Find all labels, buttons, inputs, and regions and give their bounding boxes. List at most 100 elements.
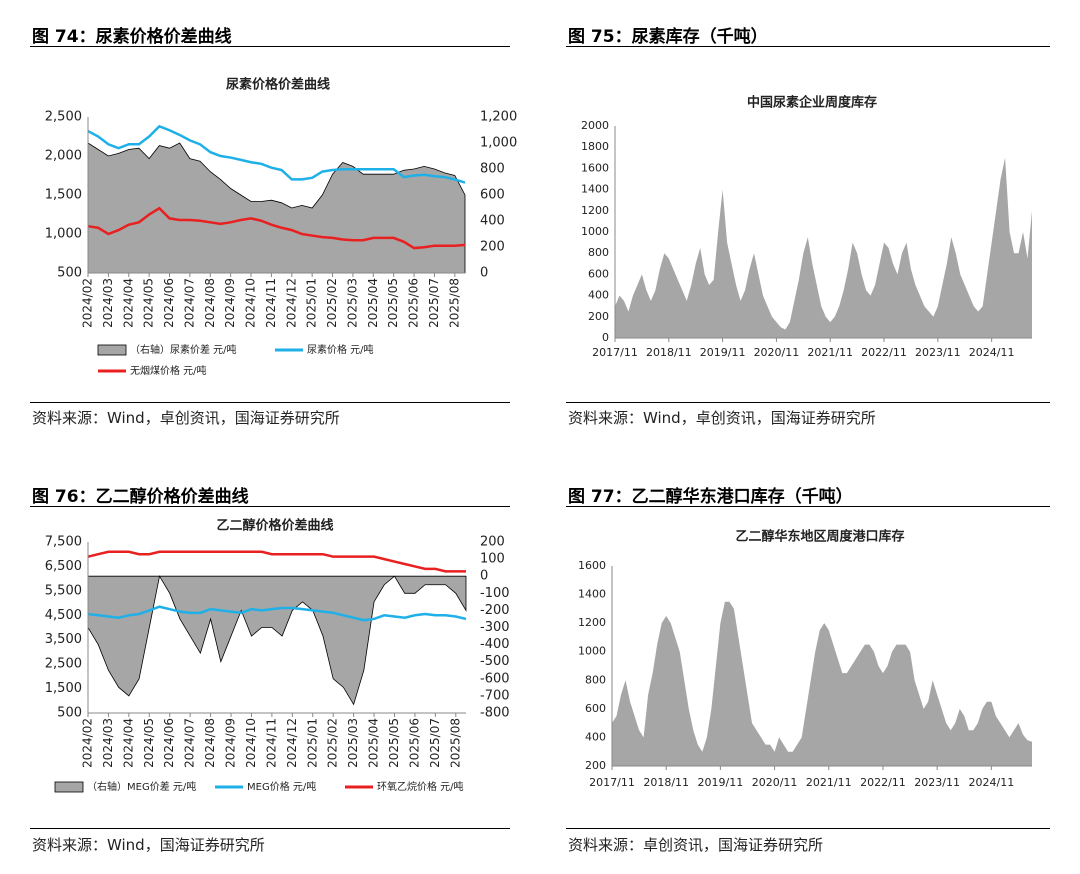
y-tick-label: 1200	[581, 204, 609, 217]
y-tick-label: 500	[57, 706, 82, 721]
figure-caption: 图 74：尿素价格价差曲线	[32, 27, 232, 47]
rule	[30, 46, 510, 47]
x-tick-label: 2024/09	[223, 278, 237, 328]
x-tick-label: 2023/11	[915, 346, 961, 359]
x-tick-label: 2024/02	[81, 718, 95, 768]
y-tick-label: -500	[480, 654, 510, 669]
x-tick-label: 2017/11	[592, 346, 638, 359]
line	[87, 550, 466, 573]
y-tick-label: 1600	[578, 559, 606, 572]
y-tick-label: 500	[57, 266, 82, 281]
area	[87, 575, 467, 706]
x-tick-label: 2024/11	[264, 278, 278, 328]
y-tick-label: -700	[480, 688, 510, 703]
y-tick-label: 200	[480, 240, 505, 255]
x-tick-label: 2024/07	[182, 278, 196, 328]
y-tick-label: 800	[585, 673, 606, 686]
x-tick-label: 2024/11	[264, 718, 278, 768]
x-tick-label: 2025/05	[386, 278, 400, 328]
figure-caption: 图 76：乙二醇价格价差曲线	[32, 487, 249, 507]
y-tick-label: 600	[588, 267, 609, 280]
x-tick-label: 2024/05	[142, 718, 156, 768]
line	[87, 605, 467, 622]
source-note: 资料来源：卓创资讯，国海证券研究所	[568, 836, 824, 854]
legend-label: 环氧乙烷价格 元/吨	[377, 780, 464, 793]
y-tick-label: 3,500	[45, 632, 82, 647]
rule	[566, 506, 1050, 507]
x-tick-label: 2025/02	[326, 718, 340, 768]
x-tick-label: 2024/06	[162, 278, 176, 328]
x-tick-label: 2024/12	[284, 278, 298, 328]
x-tick-label: 2025/01	[305, 718, 319, 768]
y-tick-label: 1800	[581, 140, 609, 153]
y-tick-label: 1400	[581, 183, 609, 196]
x-tick-label: 2017/11	[589, 776, 635, 789]
legend-label: MEG价格 元/吨	[247, 780, 316, 793]
x-tick-label: 2025/01	[305, 278, 319, 328]
rule	[566, 46, 1050, 47]
y-tick-label: 1,500	[45, 188, 82, 203]
x-tick-label: 2021/11	[806, 776, 852, 789]
x-tick-label: 2019/11	[700, 346, 746, 359]
x-tick-label: 2025/07	[427, 278, 441, 328]
x-tick-label: 2024/03	[101, 718, 115, 768]
x-tick-label: 2024/10	[244, 278, 258, 328]
chart-title: 乙二醇价格价差曲线	[216, 518, 333, 534]
source-note: 资料来源：Wind，国海证券研究所	[32, 836, 265, 854]
legend-label: 无烟煤价格 元/吨	[130, 364, 207, 377]
rule	[566, 402, 1050, 403]
y-tick-label: 2,500	[45, 110, 82, 125]
y-tick-label: 1,200	[480, 110, 517, 125]
x-tick-label: 2022/11	[861, 346, 907, 359]
x-tick-label: 2024/07	[183, 718, 197, 768]
y-tick-label: 200	[480, 535, 505, 550]
chart-title: 尿素价格价差曲线	[226, 77, 330, 93]
y-tick-label: 7,500	[45, 535, 82, 550]
x-tick-label: 2025/07	[428, 718, 442, 768]
x-tick-label: 2024/08	[203, 278, 217, 328]
figure-caption: 图 75：尿素库存（千吨）	[568, 27, 768, 47]
line	[87, 124, 466, 184]
y-tick-label: 400	[588, 289, 609, 302]
y-tick-label: 1400	[578, 588, 606, 601]
rule	[30, 828, 510, 829]
rule	[30, 402, 510, 403]
x-tick-label: 2021/11	[807, 346, 853, 359]
y-tick-label: 5,500	[45, 583, 82, 598]
x-tick-label: 2018/11	[646, 346, 692, 359]
x-tick-label: 2025/03	[345, 278, 359, 328]
y-tick-label: 100	[480, 552, 505, 567]
area	[612, 601, 1032, 766]
y-tick-label: 1000	[581, 225, 609, 238]
area	[87, 142, 466, 274]
y-tick-label: 6,500	[45, 559, 82, 574]
rule	[30, 506, 510, 507]
y-tick-label: 1,000	[480, 136, 517, 151]
figure-caption: 图 77：乙二醇华东港口库存（千吨）	[568, 487, 853, 507]
y-tick-label: 0	[480, 266, 488, 281]
y-tick-label: 1,500	[45, 681, 82, 696]
chart-title: 乙二醇华东地区周度港口库存	[735, 529, 904, 545]
y-tick-label: -200	[480, 603, 510, 618]
y-tick-label: -300	[480, 620, 510, 635]
y-tick-label: 0	[602, 331, 609, 344]
y-tick-label: -800	[480, 706, 510, 721]
x-tick-label: 2025/03	[346, 718, 360, 768]
x-tick-label: 2025/06	[407, 278, 421, 328]
x-tick-label: 2024/06	[162, 718, 176, 768]
y-tick-label: 1000	[578, 645, 606, 658]
source-note: 资料来源：Wind，卓创资讯，国海证券研究所	[568, 409, 876, 427]
x-tick-label: 2025/08	[448, 718, 462, 768]
legend-swatch	[97, 344, 127, 356]
legend-label: 尿素价格 元/吨	[307, 343, 374, 356]
y-tick-label: 600	[585, 702, 606, 715]
legend-label: （右轴）尿素价差 元/吨	[130, 343, 237, 356]
x-tick-label: 2024/11	[969, 346, 1015, 359]
y-tick-label: 200	[585, 759, 606, 772]
y-tick-label: 2,000	[45, 149, 82, 164]
x-tick-label: 2025/02	[325, 278, 339, 328]
x-tick-label: 2019/11	[698, 776, 744, 789]
area	[615, 157, 1032, 338]
